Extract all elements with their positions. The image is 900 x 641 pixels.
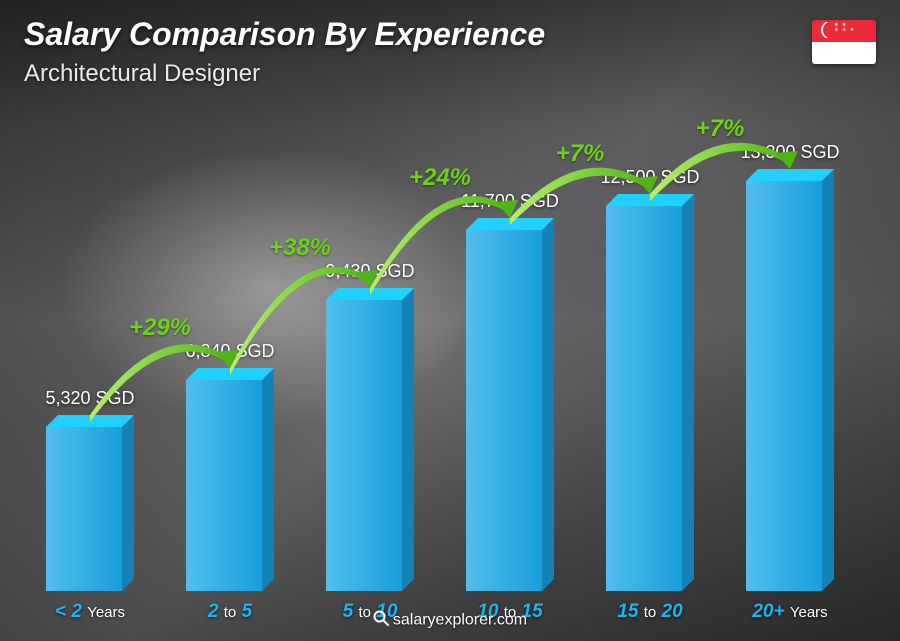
value-label: 13,300 SGD	[720, 142, 860, 163]
bar	[606, 206, 694, 591]
bar	[186, 380, 274, 591]
value-label: 9,430 SGD	[300, 261, 440, 282]
bar-front	[466, 230, 542, 591]
bar-group: 12,500 SGD15 to 20	[590, 91, 710, 591]
bar-side	[402, 288, 414, 591]
bar-top	[746, 169, 834, 181]
salary-bar-chart: 5,320 SGD< 2 Years6,840 SGD2 to 59,430 S…	[20, 91, 860, 591]
page-title: Salary Comparison By Experience	[24, 16, 545, 53]
bar	[746, 181, 834, 591]
bar-side	[822, 169, 834, 591]
search-icon	[373, 610, 389, 631]
bar-side	[542, 218, 554, 591]
bar-side	[262, 368, 274, 591]
footer-text: salaryexplorer.com	[393, 612, 527, 629]
bar-top	[326, 288, 414, 300]
bar-front	[46, 427, 122, 591]
bar-group: 13,300 SGD20+ Years	[730, 91, 850, 591]
bar	[466, 230, 554, 591]
bar-side	[682, 194, 694, 591]
bar-top	[606, 194, 694, 206]
bar	[46, 427, 134, 591]
country-flag-singapore: ★ ★★ ★ ★	[812, 20, 876, 64]
bar-side	[122, 415, 134, 591]
footer-attribution: salaryexplorer.com	[0, 610, 900, 631]
bar-front	[186, 380, 262, 591]
value-label: 5,320 SGD	[20, 388, 160, 409]
bar-front	[606, 206, 682, 591]
value-label: 12,500 SGD	[580, 167, 720, 188]
bar-top	[466, 218, 554, 230]
bar-front	[326, 300, 402, 591]
bar-top	[46, 415, 134, 427]
value-label: 11,700 SGD	[440, 191, 580, 212]
value-label: 6,840 SGD	[160, 341, 300, 362]
bar-group: 6,840 SGD2 to 5	[170, 91, 290, 591]
bar-group: 11,700 SGD10 to 15	[450, 91, 570, 591]
bar-top	[186, 368, 274, 380]
bar-group: 5,320 SGD< 2 Years	[30, 91, 150, 591]
infographic-container: Salary Comparison By Experience Architec…	[0, 0, 900, 641]
page-subtitle: Architectural Designer	[24, 60, 260, 88]
bar	[326, 300, 414, 591]
bar-front	[746, 181, 822, 591]
bar-group: 9,430 SGD5 to 10	[310, 91, 430, 591]
